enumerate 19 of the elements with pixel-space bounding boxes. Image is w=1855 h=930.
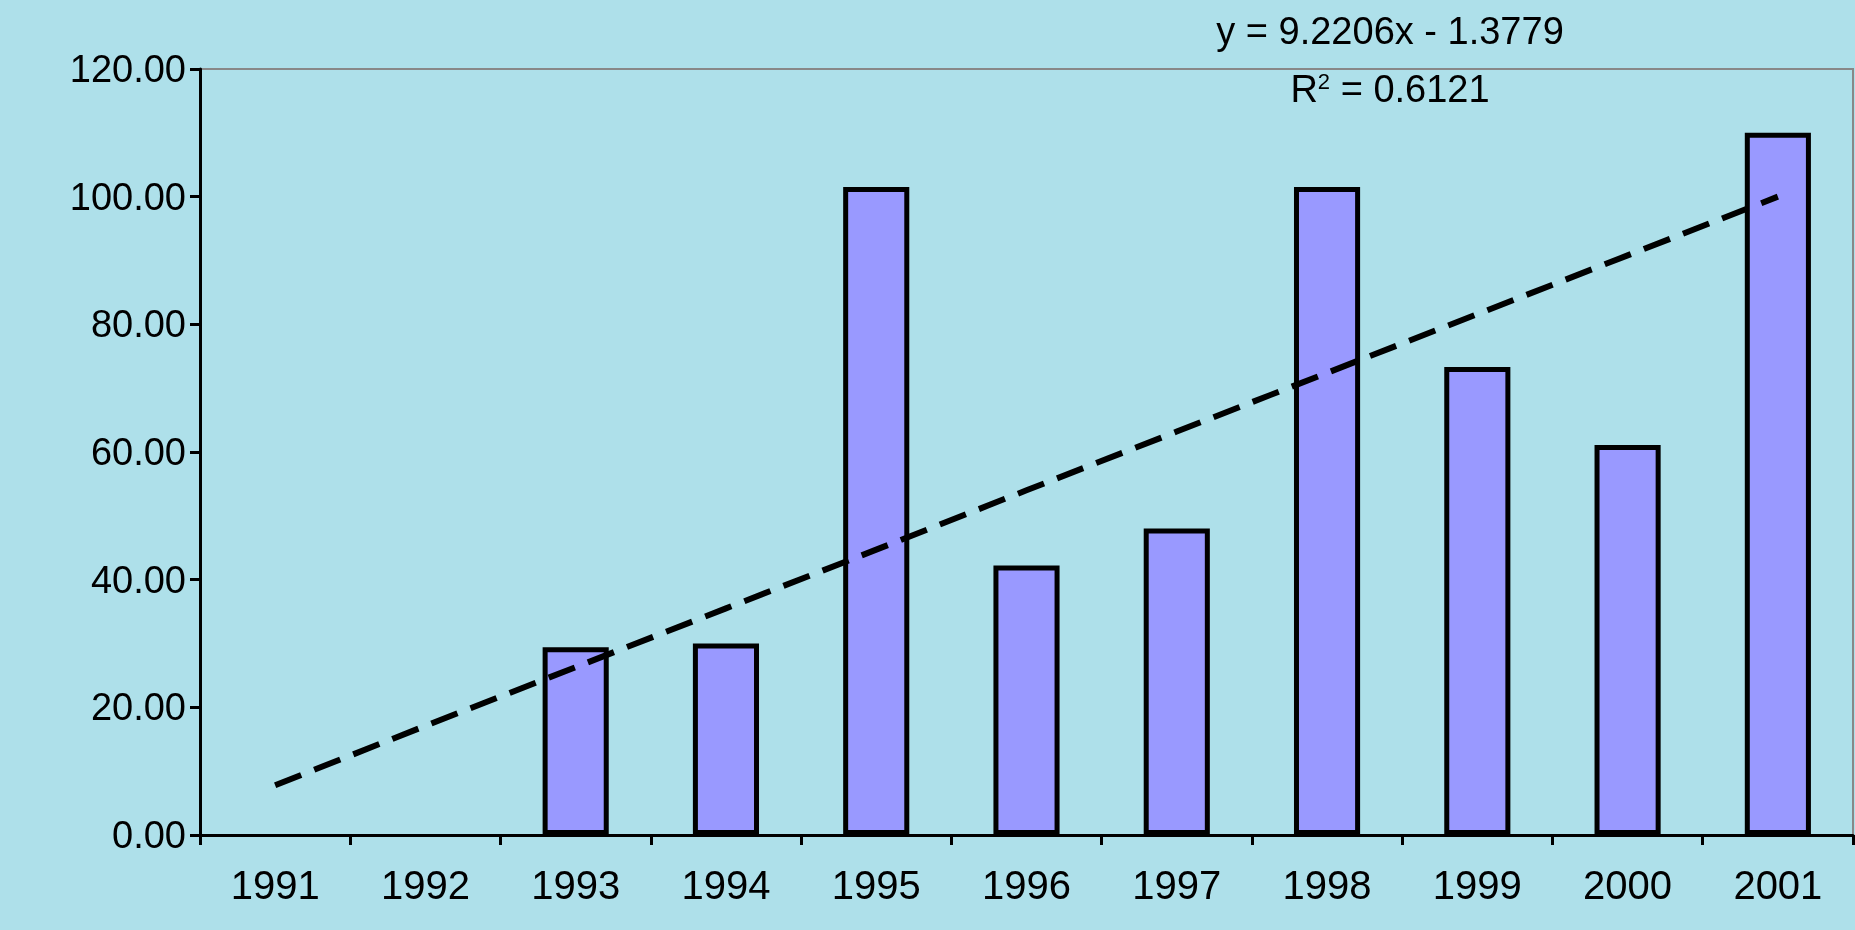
x-tick-label: 1996 xyxy=(982,863,1071,907)
x-tick-label: 1992 xyxy=(380,863,470,907)
y-tick-label: 120.00 xyxy=(69,48,186,90)
y-tick-label: 100.00 xyxy=(69,175,186,218)
y-tick-label: 60.00 xyxy=(90,431,186,473)
x-tick-label: 1995 xyxy=(831,863,921,907)
y-tick-label: 0.00 xyxy=(112,814,186,856)
text: y = 9.2206x - 1.3779 xyxy=(1216,10,1564,52)
x-tick-label: 2001 xyxy=(1733,863,1823,907)
x-tick-label: 1999 xyxy=(1432,863,1522,907)
x-tick-label: 1997 xyxy=(1132,863,1222,907)
x-tick-label: 1994 xyxy=(681,863,771,907)
y-tick-label: 20.00 xyxy=(90,686,186,729)
y-tick-label: 40.00 xyxy=(90,558,186,601)
x-tick-label: 1991 xyxy=(230,863,320,907)
x-tick-label: 1998 xyxy=(1282,863,1372,907)
x-tick-label: 1993 xyxy=(531,863,621,907)
y-tick-label: 80.00 xyxy=(90,303,186,346)
x-tick-label: 2000 xyxy=(1583,863,1673,907)
